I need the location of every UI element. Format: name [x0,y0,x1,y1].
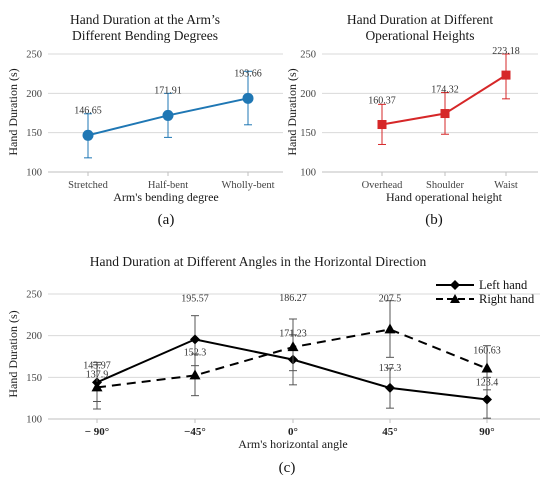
data-point-triangle [91,381,103,392]
chart-c-xlabel: Arm's horizontal angle [238,437,347,451]
y-tick-label: 200 [26,89,42,100]
x-tick-label: 45° [382,426,397,438]
chart-c-title: Hand Duration at Different Angles in the… [90,254,427,269]
data-point-circle [162,109,174,121]
y-tick-label: 250 [26,50,42,61]
data-label: 160.37 [368,96,396,107]
data-point-diamond [190,334,200,345]
chart-c-ylabel: Hand Duration (s) [6,310,20,397]
data-point-square [440,109,450,119]
legend-left-hand-label: Left hand [479,278,528,292]
data-label: 174.32 [431,85,459,96]
chart-c-caption: (c) [279,460,296,476]
chart-b-title-line-1: Hand Duration at Different [347,12,494,27]
data-point-square [501,70,511,80]
data-label: 137.3 [379,363,402,374]
chart-a-ylabel: Hand Duration (s) [6,68,20,155]
x-tick-label: Half-bent [148,180,188,191]
y-tick-label: 150 [26,373,42,384]
y-tick-label: 100 [300,168,316,179]
x-tick-label: Wholly-bent [221,180,274,191]
data-point-triangle [384,323,396,334]
x-tick-label: Overhead [362,180,404,191]
chart-a-title-line-1: Hand Duration at the Arm’s [70,12,220,27]
data-point-circle [242,92,254,104]
data-label: 223.18 [492,46,520,57]
x-tick-label: Stretched [68,180,108,191]
data-point-triangle [287,341,299,352]
data-label: 152.3 [184,347,207,358]
data-label: 146.65 [74,105,102,116]
x-tick-label: − 90° [85,426,109,438]
legend-left-hand-diamond-icon [450,280,460,290]
chart-b: Hand Duration at Different Operational H… [285,12,538,228]
data-label: 137.9 [86,369,109,380]
chart-b-title-line-2: Operational Heights [365,28,474,43]
legend-right-hand-label: Right hand [479,292,535,306]
chart-b-caption: (b) [425,212,443,228]
data-label: 171.23 [279,329,307,340]
data-point-circle [82,129,94,141]
data-label: 186.27 [279,293,307,304]
chart-a-xlabel: Arm's bending degree [113,190,218,204]
chart-a: Hand Duration at the Arm’s Different Ben… [6,12,283,228]
data-point-diamond [385,382,395,393]
x-tick-label: Shoulder [426,180,464,191]
data-point-triangle [189,369,201,380]
data-label: 143.97 [83,360,111,371]
x-tick-label: 90° [479,426,494,438]
x-tick-label: −45° [184,426,206,438]
legend-right-hand-triangle-icon [450,294,460,303]
chart-a-caption: (a) [158,212,175,228]
y-tick-label: 200 [26,331,42,342]
data-label: 160.63 [473,345,501,356]
data-label: 171.91 [154,85,182,96]
chart-c-legend: Left hand Right hand [436,278,535,306]
x-tick-label: 0° [288,426,298,438]
y-tick-label: 250 [26,290,42,301]
y-tick-label: 100 [26,168,42,179]
y-tick-label: 250 [300,50,316,61]
data-point-triangle [481,362,493,373]
chart-b-xlabel: Hand operational height [386,190,503,204]
data-label: 207.5 [379,293,402,304]
y-tick-label: 150 [300,128,316,139]
x-tick-label: Waist [494,180,518,191]
y-tick-label: 100 [26,415,42,426]
chart-b-ylabel: Hand Duration (s) [285,68,299,155]
data-label: 123.4 [476,378,499,389]
chart-a-title-line-2: Different Bending Degrees [72,28,218,43]
data-label: 195.57 [181,293,209,304]
y-tick-label: 200 [300,89,316,100]
data-point-square [377,120,387,130]
data-label: 193.66 [234,68,262,79]
data-point-diamond [482,394,492,405]
chart-c: Hand Duration at Different Angles in the… [6,254,540,476]
y-tick-label: 150 [26,128,42,139]
